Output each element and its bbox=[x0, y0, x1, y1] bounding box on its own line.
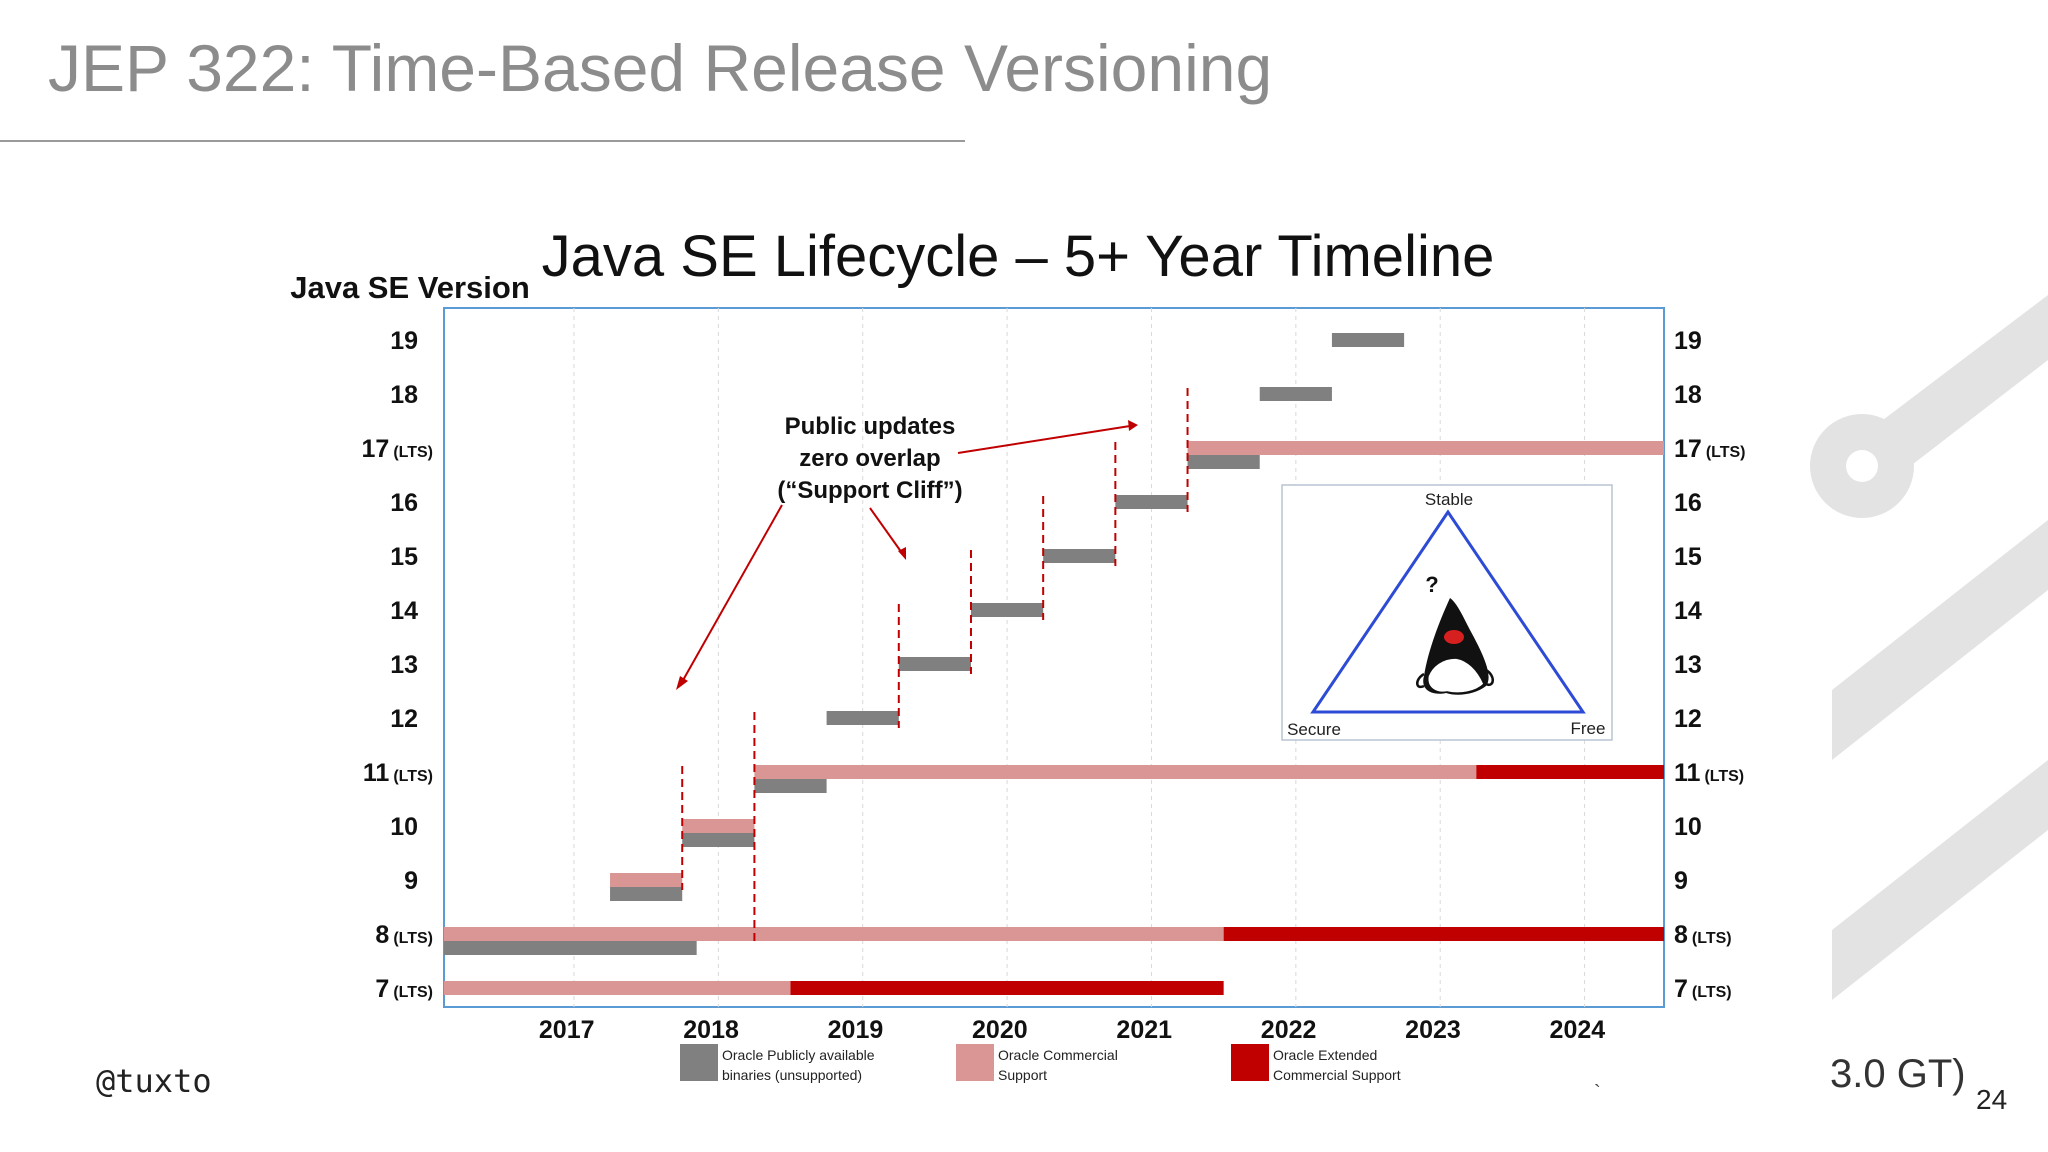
y-axis-label: Java SE Version bbox=[290, 270, 530, 305]
bar-v14-public bbox=[970, 603, 1044, 617]
year-label-2022: 2022 bbox=[1261, 1016, 1317, 1044]
footer-text: 3.0 GT) bbox=[1830, 1052, 1966, 1096]
version-label-left-13: 13 bbox=[390, 651, 418, 679]
version-label-right-11: 11 (LTS) bbox=[1674, 759, 1744, 787]
legend-label-extended: Oracle Extended bbox=[1273, 1047, 1377, 1063]
support-cliff-annotation: Public updates zero overlap (“Support Cl… bbox=[676, 413, 1138, 690]
bar-v7-extended bbox=[790, 981, 1224, 995]
year-label-2019: 2019 bbox=[828, 1016, 884, 1044]
version-label-right-14: 14 bbox=[1674, 597, 1702, 625]
inset-label-free: Free bbox=[1571, 719, 1606, 738]
version-label-right-17: 17 (LTS) bbox=[1674, 435, 1746, 463]
version-label-left-17: 17 (LTS) bbox=[362, 435, 434, 463]
legend-label-public: binaries (unsupported) bbox=[722, 1067, 862, 1083]
year-label-2024: 2024 bbox=[1550, 1016, 1606, 1044]
annotation-arrow-left bbox=[681, 504, 783, 683]
bar-v9-commercial bbox=[610, 873, 683, 887]
version-label-left-14: 14 bbox=[390, 597, 418, 625]
year-label-2018: 2018 bbox=[683, 1016, 739, 1044]
version-label-left-7: 7 (LTS) bbox=[375, 975, 433, 1003]
title-divider bbox=[0, 140, 965, 142]
bar-v11-extended bbox=[1476, 765, 1664, 779]
version-label-right-16: 16 bbox=[1674, 489, 1702, 517]
version-label-right-13: 13 bbox=[1674, 651, 1702, 679]
annotation-arrow-right bbox=[957, 425, 1131, 454]
page-title: JEP 322: Time-Based Release Versioning bbox=[48, 31, 1273, 105]
legend-swatch-public bbox=[680, 1044, 718, 1081]
legend-swatch-commercial bbox=[956, 1044, 994, 1081]
legend-label-public: Oracle Publicly available bbox=[722, 1047, 875, 1063]
bar-v7-commercial bbox=[444, 981, 791, 995]
version-label-left-16: 16 bbox=[390, 489, 418, 517]
version-labels-right: 7 (LTS) 8 (LTS) 9 10 11 (LTS) 12 13 14 15 16 17 (LTS) 1… bbox=[1674, 327, 1746, 1003]
arrowhead-left bbox=[676, 676, 688, 690]
inset-label-secure: Secure bbox=[1287, 720, 1341, 739]
legend: Oracle Publicly available binaries (unsup… bbox=[680, 1044, 1401, 1083]
bar-v17-public bbox=[1187, 455, 1260, 469]
stray-mark: ` bbox=[1594, 1082, 1601, 1104]
version-label-right-10: 10 bbox=[1674, 813, 1702, 841]
bar-v9-public bbox=[610, 887, 683, 901]
legend-label-commercial: Oracle Commercial bbox=[998, 1047, 1118, 1063]
version-label-right-9: 9 bbox=[1674, 867, 1688, 895]
version-label-right-19: 19 bbox=[1674, 327, 1702, 355]
legend-label-extended: Commercial Support bbox=[1273, 1067, 1401, 1083]
version-label-left-15: 15 bbox=[390, 543, 418, 571]
annotation-line-3: (“Support Cliff”) bbox=[777, 477, 962, 504]
bar-v11-public bbox=[754, 779, 827, 793]
annotation-arrow-middle bbox=[869, 507, 903, 554]
version-label-left-19: 19 bbox=[390, 327, 418, 355]
version-label-right-15: 15 bbox=[1674, 543, 1702, 571]
arrowhead-middle bbox=[898, 547, 906, 560]
legend-label-commercial: Support bbox=[998, 1067, 1047, 1083]
author-handle: @tuxto bbox=[96, 1062, 212, 1100]
year-label-2021: 2021 bbox=[1116, 1016, 1172, 1044]
duke-mascot-icon bbox=[1416, 598, 1494, 695]
chart-title: Java SE Lifecycle – 5+ Year Timeline bbox=[542, 224, 1495, 289]
bar-v8-public bbox=[444, 941, 697, 955]
legend-swatch-extended bbox=[1231, 1044, 1269, 1081]
version-label-right-8: 8 (LTS) bbox=[1674, 921, 1732, 949]
bar-v13-public bbox=[898, 657, 971, 671]
bar-v8-commercial bbox=[444, 927, 1224, 941]
version-label-right-7: 7 (LTS) bbox=[1674, 975, 1732, 1003]
version-label-left-12: 12 bbox=[390, 705, 418, 733]
bar-v10-public bbox=[682, 833, 755, 847]
support-cliff-lines bbox=[681, 388, 1189, 944]
version-label-right-18: 18 bbox=[1674, 381, 1702, 409]
annotation-line-2: zero overlap bbox=[799, 445, 940, 472]
version-labels-left: 7 (LTS) 8 (LTS) 9 10 11 (LTS) 12 13 14 15 16 17 (LTS) 1… bbox=[362, 327, 434, 1003]
annotation-line-1: Public updates bbox=[785, 413, 956, 440]
version-label-left-18: 18 bbox=[390, 381, 418, 409]
version-label-left-9: 9 bbox=[404, 867, 418, 895]
version-label-left-8: 8 (LTS) bbox=[375, 921, 433, 949]
bar-v19-public bbox=[1331, 333, 1405, 347]
bar-v12-public bbox=[826, 711, 899, 725]
bar-v17-commercial bbox=[1187, 441, 1664, 455]
bar-segments bbox=[444, 333, 1664, 995]
year-labels: 2017 2018 2019 2020 2021 2022 2023 2024 bbox=[539, 1016, 1605, 1044]
inset-label-stable: Stable bbox=[1425, 490, 1473, 509]
inset-question-mark: ? bbox=[1425, 572, 1438, 597]
year-label-2020: 2020 bbox=[972, 1016, 1028, 1044]
stable-secure-free-inset: Stable Secure Free ? bbox=[1281, 484, 1613, 741]
triangle-shape bbox=[1310, 509, 1586, 714]
bar-v10-commercial bbox=[682, 819, 755, 833]
bar-v8-extended bbox=[1223, 927, 1664, 941]
version-label-left-10: 10 bbox=[390, 813, 418, 841]
page-number: 24 bbox=[1976, 1084, 2008, 1115]
bar-v15-public bbox=[1043, 549, 1116, 563]
version-label-right-12: 12 bbox=[1674, 705, 1702, 733]
bar-v18-public bbox=[1259, 387, 1332, 401]
bar-v11-commercial bbox=[754, 765, 1477, 779]
arrowhead-right bbox=[1128, 420, 1138, 431]
year-label-2023: 2023 bbox=[1405, 1016, 1461, 1044]
year-label-2017: 2017 bbox=[539, 1016, 595, 1044]
version-label-left-11: 11 (LTS) bbox=[363, 759, 433, 787]
bar-v16-public bbox=[1115, 495, 1188, 509]
